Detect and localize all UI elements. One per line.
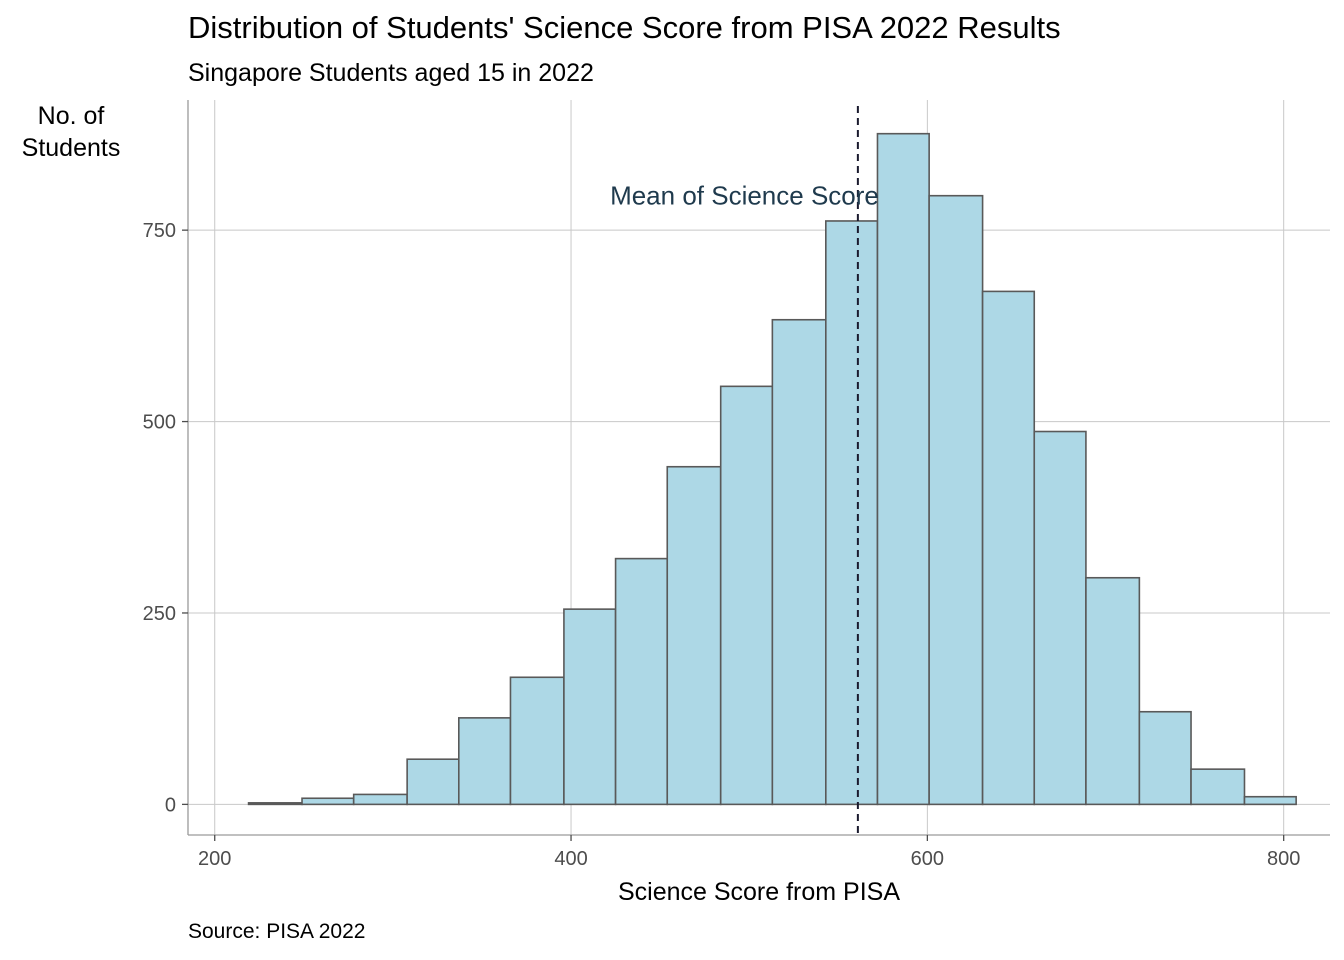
histogram-bar — [301, 797, 355, 806]
histogram-bar — [1243, 795, 1297, 806]
y-tick-label: 750 — [143, 220, 176, 242]
chart-caption: Source: PISA 2022 — [188, 920, 366, 943]
histogram-bar — [981, 290, 1036, 806]
y-axis-title: No. of Students — [21, 102, 121, 162]
histogram-bar — [509, 676, 565, 806]
histogram-bar — [458, 717, 512, 806]
histogram-bar — [247, 802, 303, 806]
x-tick-label: 600 — [911, 848, 944, 870]
chart-subtitle: Singapore Students aged 15 in 2022 — [188, 59, 594, 87]
y-tick-label: 250 — [143, 603, 176, 625]
x-tick-label: 200 — [198, 848, 231, 870]
histogram-bar — [928, 194, 984, 806]
mean-marker: Mean of Science Score — [610, 106, 879, 835]
histogram-bar — [1085, 576, 1141, 806]
histogram-bar — [563, 608, 617, 806]
histogram-bars — [247, 132, 1297, 806]
histogram-bar — [1138, 710, 1192, 806]
histogram-bar — [876, 132, 930, 806]
x-tick-label: 400 — [554, 848, 587, 870]
histogram-bar — [719, 385, 774, 806]
histogram-bar — [406, 758, 460, 806]
histogram-bar — [825, 220, 879, 806]
x-axis-title: Science Score from PISA — [618, 878, 900, 906]
axes: 200 400 600 800 0 250 500 750 Science Score from… — [143, 100, 1330, 906]
histogram-bar — [1190, 768, 1246, 806]
histogram-bar — [1033, 430, 1087, 806]
histogram-bar — [614, 557, 669, 806]
chart-title: Distribution of Students' Science Score … — [188, 10, 1061, 45]
y-tick-label: 500 — [143, 412, 176, 434]
y-tick-label: 0 — [165, 794, 176, 816]
mean-annotation: Mean of Science Score — [610, 181, 879, 211]
histogram-bar — [666, 465, 722, 806]
x-tick-label: 800 — [1267, 848, 1300, 870]
histogram-bar — [771, 318, 827, 806]
histogram-bar — [352, 793, 408, 806]
